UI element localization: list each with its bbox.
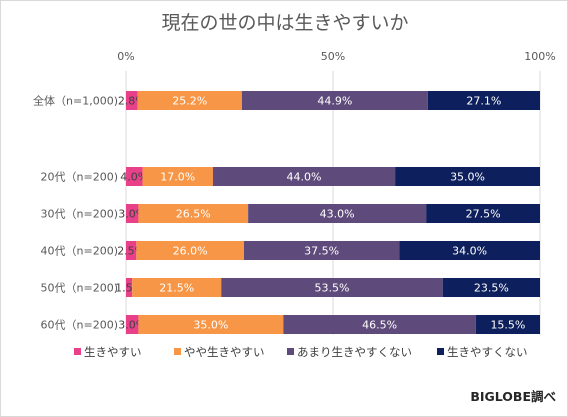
bar-row: 4.0% 17.0% 44.0% 35.0% bbox=[120, 167, 540, 186]
data-label: 35.0% bbox=[450, 171, 485, 184]
bar-row: 3.0% 35.0% 46.5% 15.5% bbox=[118, 315, 540, 334]
legend: 生きやすい やや生きやすい あまり生きやすくない 生きやすくない bbox=[74, 345, 528, 359]
bar-segment bbox=[283, 315, 476, 334]
data-label: 34.0% bbox=[452, 245, 487, 258]
bar-segment bbox=[126, 167, 143, 186]
bar-segment bbox=[212, 167, 396, 186]
bar-segment bbox=[136, 241, 244, 260]
bar-row: 2.8% 25.2% 44.9% 27.1% bbox=[118, 91, 540, 110]
bar-groups: 2.8% 25.2% 44.9% 27.1%4.0% 17.0% 44.0% 35.0%3.… bbox=[115, 91, 540, 334]
data-label: 44.9% bbox=[317, 95, 352, 108]
data-label: 43.0% bbox=[320, 208, 355, 221]
category-labels: 全体（n=1,000) 20代（n=200) 30代（n=200) 40代（n=200… bbox=[33, 94, 118, 332]
data-label: 23.5% bbox=[474, 282, 509, 295]
x-tick-label: 0% bbox=[117, 50, 134, 63]
data-label: 26.5% bbox=[176, 208, 211, 221]
data-label: 15.5% bbox=[490, 319, 525, 332]
category-label: 全体（n=1,000) bbox=[33, 94, 118, 108]
data-label: 26.0% bbox=[173, 245, 208, 258]
data-label: 37.5% bbox=[304, 245, 339, 258]
data-label: 17.0% bbox=[160, 171, 195, 184]
legend-label: あまり生きやすくない bbox=[297, 345, 412, 359]
bar-segment bbox=[243, 241, 400, 260]
bar-row: 2.5% 26.0% 37.5% 34.0% bbox=[117, 241, 540, 260]
bar-segment bbox=[138, 315, 284, 334]
bar-row: 1.5% 21.5% 53.5% 23.5% bbox=[115, 278, 540, 297]
data-label: 27.1% bbox=[466, 95, 501, 108]
bar-segment bbox=[137, 91, 242, 110]
bar-segment bbox=[126, 204, 139, 223]
bar-segment bbox=[126, 315, 139, 334]
bar-segment bbox=[142, 167, 213, 186]
legend-label: 生きやすくない bbox=[447, 345, 528, 359]
bar-segment bbox=[126, 241, 137, 260]
data-label: 21.5% bbox=[159, 282, 194, 295]
bar-segment bbox=[138, 204, 249, 223]
bar-segment bbox=[395, 167, 540, 186]
data-label: 4.0% bbox=[120, 171, 148, 184]
legend-swatch bbox=[287, 348, 294, 355]
data-label: 35.0% bbox=[193, 319, 228, 332]
category-label: 40代（n=200) bbox=[41, 245, 118, 258]
bar-segment bbox=[132, 278, 222, 297]
chart-title: 現在の世の中は生きやすいか bbox=[161, 12, 408, 34]
data-label: 46.5% bbox=[362, 319, 397, 332]
bar-segment bbox=[126, 91, 138, 110]
category-label: 30代（n=200) bbox=[41, 208, 118, 221]
category-label: 60代（n=200) bbox=[41, 319, 118, 332]
legend-swatch bbox=[74, 348, 81, 355]
data-label: 27.5% bbox=[466, 208, 501, 221]
data-label: 53.5% bbox=[314, 282, 349, 295]
bar-segment bbox=[475, 315, 540, 334]
legend-swatch bbox=[174, 348, 181, 355]
x-axis-ticks: 0% 50% 100% bbox=[117, 50, 555, 63]
legend-label: 生きやすい bbox=[84, 345, 142, 359]
x-tick-label: 50% bbox=[321, 50, 345, 63]
bar-segment bbox=[126, 278, 133, 297]
legend-swatch bbox=[437, 348, 444, 355]
data-label: 25.2% bbox=[172, 95, 207, 108]
x-tick-label: 100% bbox=[524, 50, 555, 63]
category-label: 50代（n=200) bbox=[41, 282, 118, 295]
legend-label: やや生きやすい bbox=[184, 345, 265, 359]
bar-segment bbox=[442, 278, 540, 297]
bar-segment bbox=[427, 91, 540, 110]
bar-row: 3.0% 26.5% 43.0% 27.5% bbox=[118, 204, 540, 223]
bar-segment bbox=[221, 278, 443, 297]
bar-segment bbox=[426, 204, 540, 223]
bar-segment bbox=[399, 241, 540, 260]
category-label: 20代（n=200) bbox=[41, 171, 118, 184]
data-label: 44.0% bbox=[287, 171, 322, 184]
source-label: BIGLOBE調べ bbox=[470, 389, 556, 404]
bar-segment bbox=[248, 204, 427, 223]
bar-segment bbox=[241, 91, 428, 110]
